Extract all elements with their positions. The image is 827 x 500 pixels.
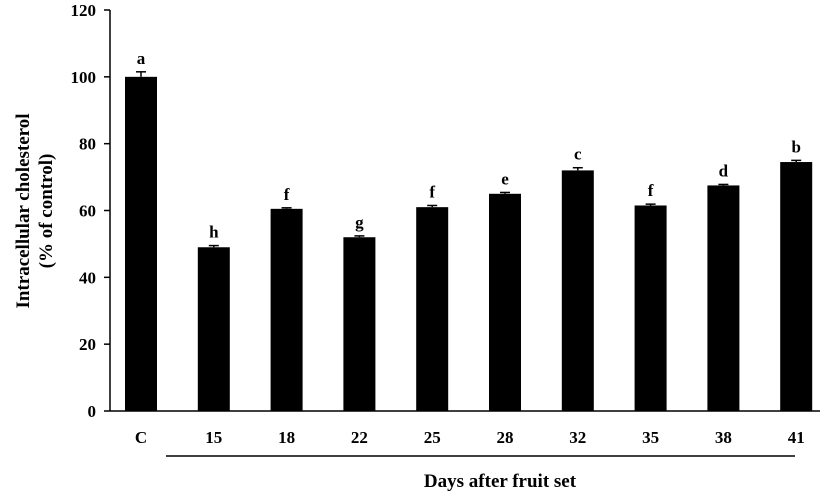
bar-38 [707,185,740,411]
y-axis-title: Intracellular cholesterol (% of control) [13,113,57,308]
significance-label-15: h [209,223,219,242]
significance-label-32: c [574,145,582,164]
x-axis-title: Days after fruit set [424,471,577,492]
x-axis-labels: C 15 18 22 25 28 32 35 38 41 [135,428,805,447]
x-tick-label-15: 15 [205,428,222,447]
significance-label-41: b [791,137,800,156]
y-axis-title-line-2: (% of control) [36,154,57,269]
significance-label-28: e [501,169,509,188]
x-tick-label-32: 32 [569,428,586,447]
bar-18 [270,208,303,411]
y-tick-label-60: 60 [79,202,96,221]
significance-label-18: f [284,185,290,204]
bar-C [125,76,157,411]
bar-32 [561,170,594,411]
significance-label-35: f [648,181,654,200]
bar-35 [634,205,667,411]
y-axis-title-line-1: Intracellular cholesterol [13,113,34,308]
y-axis-ticks: 0 20 40 60 80 100 120 [71,1,110,421]
x-tick-label-22: 22 [351,428,368,447]
bar-15 [197,247,230,411]
x-tick-label-35: 35 [642,428,659,447]
x-tick-label-38: 38 [715,428,732,447]
y-tick-label-0: 0 [88,402,97,421]
y-tick-label-20: 20 [79,335,96,354]
y-tick-label-80: 80 [79,135,96,154]
x-tick-label-41: 41 [788,428,805,447]
x-tick-label-28: 28 [497,428,514,447]
bar-22 [343,237,376,411]
bar-28 [489,193,521,411]
x-tick-label-25: 25 [424,428,441,447]
x-tick-label-C: C [135,428,147,447]
x-tick-label-18: 18 [278,428,295,447]
bars: a h f g f e c f d b [125,49,813,411]
significance-label-38: d [719,161,729,180]
y-tick-label-100: 100 [71,68,97,87]
y-tick-label-120: 120 [71,1,97,20]
bar-25 [416,207,449,411]
bar-41 [780,162,813,411]
significance-label-25: f [429,182,435,201]
significance-label-22: g [355,213,364,232]
y-tick-label-40: 40 [79,268,96,287]
significance-label-C: a [137,49,146,68]
